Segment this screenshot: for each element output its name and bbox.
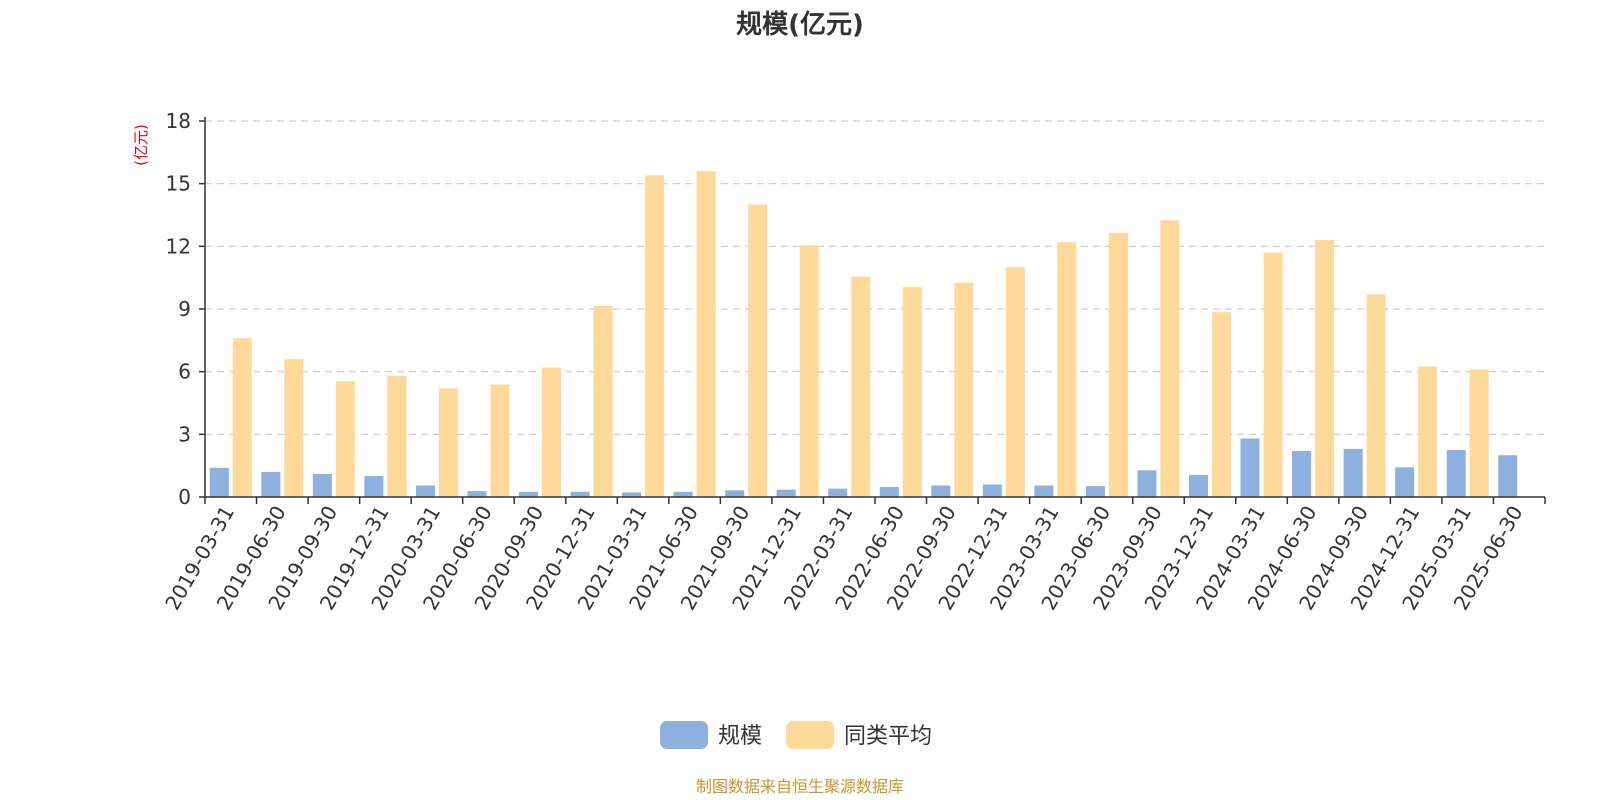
legend-label-peer-average: 同类平均 [844, 724, 932, 749]
source-note: 制图数据来自恒生聚源数据库 [696, 777, 904, 796]
bar-scale [570, 491, 590, 497]
bar-scale [879, 486, 899, 497]
bar-peer-average [902, 287, 922, 497]
bar-peer-average [748, 204, 768, 498]
bar-peer-average [593, 305, 613, 497]
bar-peer-average [490, 384, 510, 497]
bar-scale [1343, 448, 1363, 497]
bar-peer-average [335, 381, 355, 497]
bar-scale [1034, 485, 1054, 497]
bar-peer-average [851, 276, 871, 497]
bar-scale [622, 492, 642, 497]
bar-scale [982, 484, 1002, 497]
bar-peer-average [1005, 267, 1025, 497]
bar-scale [519, 491, 538, 497]
bar-scale [1189, 475, 1208, 497]
y-axis-unit-label: (亿元) [132, 124, 150, 166]
bar-peer-average [1263, 252, 1283, 497]
bar-scale [931, 485, 951, 497]
bar-scale [261, 471, 281, 497]
y-tick-label: 6 [178, 360, 191, 384]
bar-scale [725, 490, 745, 497]
legend-swatch-peer-average [786, 721, 834, 749]
bar-scale [209, 467, 229, 497]
bar-peer-average [645, 175, 665, 498]
bar-peer-average [1212, 312, 1231, 497]
bar-scale [312, 474, 332, 497]
bar-peer-average [696, 171, 716, 497]
bar-peer-average [1108, 232, 1128, 497]
y-tick-label: 18 [166, 109, 191, 133]
bar-peer-average [438, 388, 458, 497]
y-tick-label: 12 [166, 234, 191, 258]
chart-title: 规模(亿元) [736, 10, 864, 40]
bar-peer-average [1366, 294, 1386, 497]
bar-peer-average [1315, 240, 1335, 498]
bar-scale [828, 488, 848, 497]
bar-scale [1240, 438, 1260, 497]
bar-peer-average [1469, 369, 1489, 497]
bar-peer-average [1057, 242, 1077, 497]
bars [209, 171, 1518, 498]
bar-peer-average [954, 282, 974, 497]
y-tick-label: 0 [178, 485, 191, 509]
bar-scale [776, 489, 796, 497]
bar-peer-average [387, 375, 407, 497]
legend-label-scale: 规模 [718, 724, 762, 749]
bar-scale [1498, 455, 1518, 497]
bar-scale [1292, 451, 1312, 497]
bar-scale [1446, 450, 1466, 497]
bar-scale [1395, 467, 1415, 497]
bar-peer-average [799, 245, 819, 497]
legend: 规模 同类平均 [660, 721, 932, 749]
bar-scale [467, 491, 487, 497]
bar-scale [673, 491, 693, 497]
bar-peer-average [1160, 220, 1180, 497]
bar-peer-average [1418, 366, 1438, 497]
bar-peer-average [232, 338, 252, 497]
legend-swatch-scale [660, 721, 708, 749]
y-tick-label: 9 [178, 297, 191, 321]
bar-scale [364, 476, 384, 497]
bar-peer-average [542, 367, 561, 497]
y-tick-label: 15 [166, 172, 191, 196]
y-tick-label: 3 [178, 422, 191, 446]
bar-scale [415, 485, 435, 497]
bar-scale [1137, 470, 1157, 497]
bar-peer-average [284, 359, 304, 497]
bar-scale [1085, 486, 1105, 497]
